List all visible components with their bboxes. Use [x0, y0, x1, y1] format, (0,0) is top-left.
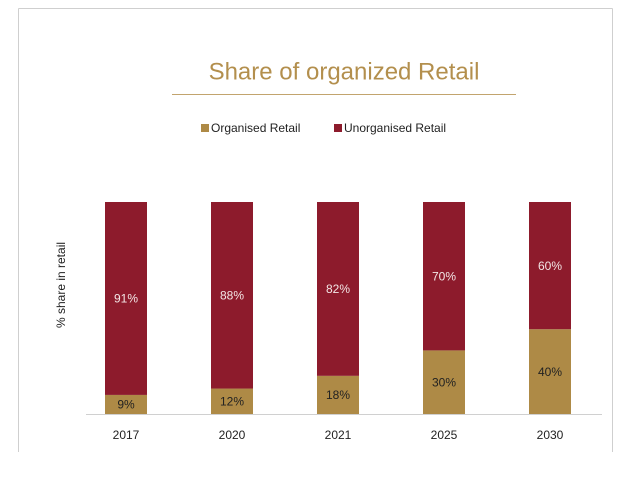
bar-segment	[317, 202, 359, 376]
data-label: 9%	[117, 398, 135, 412]
bar-segment	[211, 388, 253, 414]
data-label: 30%	[432, 375, 456, 389]
x-tick-label: 2025	[431, 428, 458, 442]
legend-label: Unorganised Retail	[344, 121, 446, 135]
data-label: 12%	[220, 394, 244, 408]
legend-label: Organised Retail	[211, 121, 300, 135]
bar-segment	[423, 350, 465, 414]
bar-segment	[105, 202, 147, 395]
bar-segment	[211, 202, 253, 389]
data-label: 18%	[326, 388, 350, 402]
data-label: 91%	[114, 292, 138, 306]
x-tick-label: 2030	[537, 428, 564, 442]
data-label: 70%	[432, 269, 456, 283]
legend-swatch	[201, 124, 209, 132]
data-label: 88%	[220, 288, 244, 302]
chart-title: Share of organized Retail	[209, 58, 480, 85]
x-tick-label: 2021	[325, 428, 352, 442]
data-label: 40%	[538, 365, 562, 379]
data-label: 82%	[326, 282, 350, 296]
bar-segment	[423, 202, 465, 351]
bar-segment	[317, 375, 359, 414]
x-tick-label: 2017	[113, 428, 140, 442]
bar-segment	[529, 202, 571, 330]
bar-segment	[105, 394, 147, 414]
y-axis-label: % share in retail	[54, 242, 68, 328]
x-tick-label: 2020	[219, 428, 246, 442]
legend-swatch	[334, 124, 342, 132]
data-label: 60%	[538, 259, 562, 273]
bar-segment	[529, 329, 571, 414]
